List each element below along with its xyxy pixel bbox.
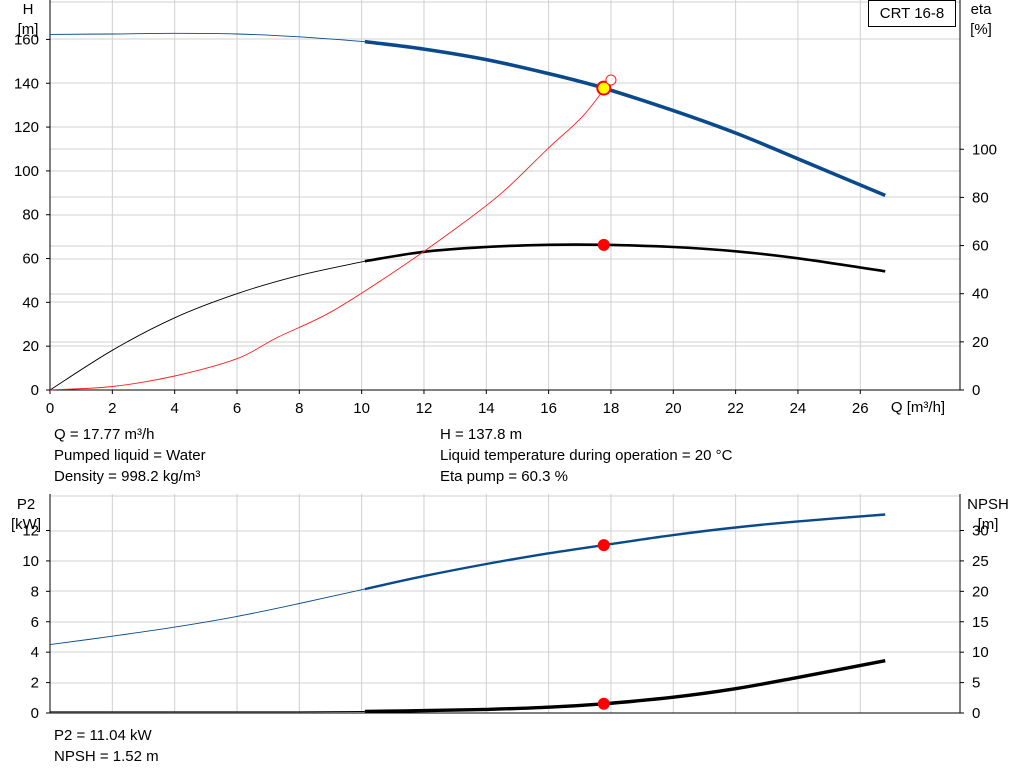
bottom-right-tick-label: 15 [972,614,989,631]
bottom-left-tick-label: 0 [31,705,39,722]
bottom-left-tick-label: 2 [31,675,39,692]
bottom-right-axis-title: NPSH [967,496,1009,513]
bottom-right-tick-label: 10 [972,644,989,661]
info-p2: P2 = 11.04 kW [54,727,152,744]
operating-info-right: H = 137.8 m Liquid temperature during op… [440,424,732,487]
x-tick-label: 22 [727,400,744,417]
x-tick-label: 4 [170,400,178,417]
x-tick-label: 24 [790,400,807,417]
x-tick-label: 8 [295,400,303,417]
info-flow: Q = 17.77 m³/h [54,426,155,443]
bottom-left-axis-unit: [kW] [11,516,41,533]
top-right-tick-label: 40 [972,286,989,303]
top-left-tick-label: 20 [22,338,39,355]
x-tick-label: 16 [540,400,557,417]
head-duty-point-marker [596,80,612,96]
x-tick-label: 26 [852,400,869,417]
model-label: CRT 16-8 [879,5,945,22]
info-head: H = 137.8 m [440,426,523,443]
top-left-axis-title: H [23,1,34,18]
info-eta: Eta pump = 60.3 % [440,468,568,485]
top-right-tick-label: 20 [972,334,989,351]
info-liquid: Pumped liquid = Water [54,447,206,464]
efficiency-curve-outside-range [49,260,365,391]
top-left-tick-label: 0 [31,382,39,399]
bottom-right-tick-label: 30 [972,523,989,540]
top-right-axis-unit: [%] [970,21,992,38]
head-curve-outside-range [49,32,365,43]
top-left-tick-label: 160 [14,31,39,48]
bottom-right-tick-label: 0 [972,705,980,722]
bottom-right-axis-unit: [m] [978,516,999,533]
npsh-curve [364,659,886,714]
top-chart-grid [46,0,964,394]
x-tick-label: 12 [416,400,433,417]
x-tick-label: 14 [478,400,495,417]
top-left-tick-label: 40 [22,294,39,311]
bottom-right-tick-label: 25 [972,553,989,570]
bottom-right-tick-label: 20 [972,583,989,600]
top-left-tick-label: 100 [14,163,39,180]
top-chart-curves [49,32,886,391]
p2-curve [364,513,886,591]
bottom-right-tick-label: 5 [972,675,980,692]
x-tick-label: 10 [353,400,370,417]
top-right-tick-label: 60 [972,238,989,255]
x-tick-label: 6 [233,400,241,417]
x-tick-label: 18 [603,400,620,417]
efficiency-curve [364,243,886,273]
system-curve-end-marker [605,74,617,86]
x-tick-label: 0 [46,400,54,417]
top-right-axis-title: eta [971,1,993,18]
bottom-left-axis-title: P2 [17,496,35,513]
top-duty-point-marker [597,238,610,251]
bottom-left-tick-label: 6 [31,614,39,631]
bottom-left-tick-label: 10 [22,553,39,570]
info-npsh: NPSH = 1.52 m [54,748,159,765]
bottom-duty-point-marker [597,539,610,552]
top-left-tick-label: 60 [22,251,39,268]
top-left-tick-label: 120 [14,119,39,136]
bottom-left-tick-label: 12 [22,523,39,540]
bottom-duty-point-marker [597,697,610,710]
operating-info-bottom: P2 = 11.04 kW NPSH = 1.52 m [54,725,159,767]
model-legend-box: CRT 16-8 [868,0,956,27]
head-curve [364,39,886,198]
info-temperature: Liquid temperature during operation = 20… [440,447,733,464]
bottom-chart-grid [46,494,964,714]
operating-info-left: Q = 17.77 m³/h Pumped liquid = Water Den… [54,424,206,487]
x-tick-label: 2 [108,400,116,417]
p2-curve-outside-range [49,588,365,646]
top-right-tick-label: 80 [972,189,989,206]
system-curve [49,79,612,391]
x-tick-label: 20 [665,400,682,417]
top-right-tick-label: 0 [972,382,980,399]
x-axis-title: Q [m³/h] [891,399,945,416]
bottom-chart-curves [49,513,886,714]
info-density: Density = 998.2 kg/m³ [54,468,201,485]
bottom-left-tick-label: 8 [31,583,39,600]
top-left-tick-label: 140 [14,75,39,92]
top-left-axis-unit: [m] [18,21,39,38]
top-right-tick-label: 100 [972,141,997,158]
top-left-tick-label: 80 [22,207,39,224]
bottom-left-tick-label: 4 [31,644,39,661]
